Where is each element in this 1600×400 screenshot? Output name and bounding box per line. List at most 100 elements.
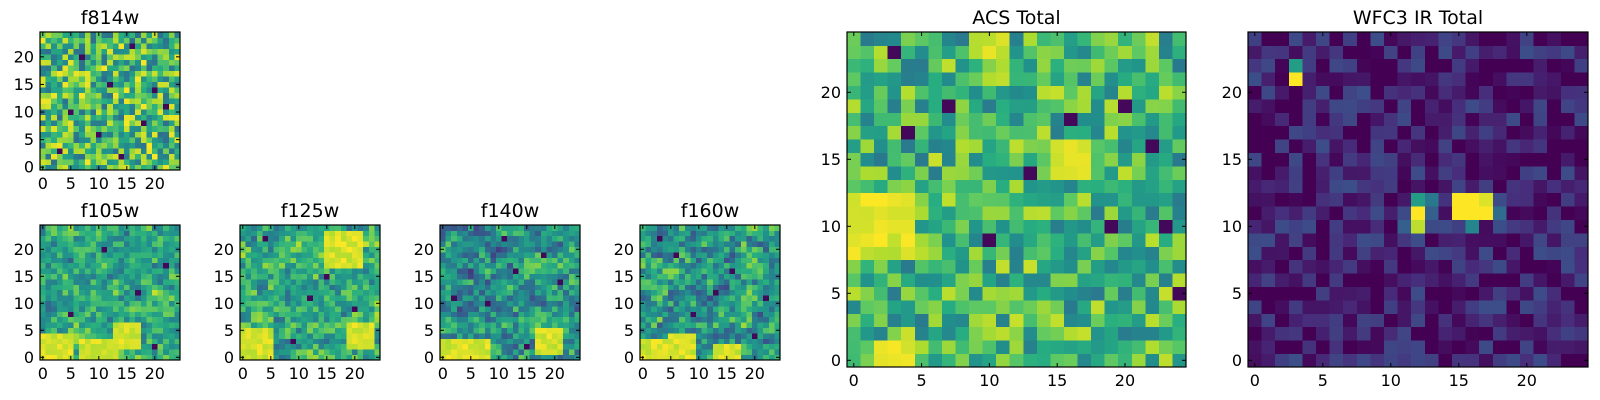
heatmap-cell: [152, 37, 158, 44]
heatmap-cell: [955, 112, 970, 127]
heatmap-cell: [484, 252, 491, 258]
heatmap-cell: [568, 349, 575, 355]
heatmap-cell: [645, 343, 652, 350]
heatmap-cell: [90, 279, 97, 285]
heatmap-cell: [757, 316, 764, 323]
heatmap-cell: [656, 284, 663, 291]
heatmap-cell: [101, 43, 108, 49]
heatmap-cell: [1302, 206, 1317, 220]
heatmap-cell: [1023, 313, 1038, 328]
heatmap-cell: [240, 284, 246, 291]
heatmap-cell: [656, 230, 663, 237]
heatmap-cell: [969, 45, 983, 60]
heatmap-cell: [45, 306, 52, 312]
heatmap-cell: [124, 54, 130, 60]
heatmap-cell: [152, 142, 158, 149]
heatmap-cell: [174, 142, 181, 149]
heatmap-cell: [874, 206, 889, 220]
heatmap-cell: [496, 268, 502, 274]
x-tick-label: 5: [66, 174, 76, 193]
heatmap-cell: [729, 322, 736, 328]
heatmap-cell: [1288, 139, 1303, 153]
heatmap-cell: [352, 262, 358, 269]
heatmap-cell: [696, 284, 702, 291]
heatmap-cell: [546, 295, 553, 301]
heatmap-cell: [768, 300, 775, 307]
heatmap-cell: [752, 311, 758, 318]
heatmap-cell: [135, 295, 142, 301]
heatmap-cell: [1329, 326, 1344, 341]
heatmap-cell: [1050, 72, 1065, 86]
heatmap-cell: [307, 241, 314, 247]
heatmap-cell: [251, 273, 258, 280]
heatmap-cell: [118, 48, 125, 55]
heatmap-cell: [174, 114, 181, 121]
heatmap-cell: [168, 354, 175, 361]
heatmap-cell: [90, 87, 97, 94]
heatmap-cell: [484, 241, 491, 247]
heatmap-cell: [735, 327, 742, 334]
heatmap-cell: [1560, 152, 1575, 167]
heatmap-cell: [245, 262, 252, 269]
heatmap-cell: [941, 300, 956, 314]
heatmap-cell: [90, 98, 97, 105]
heatmap-cell: [357, 284, 364, 291]
heatmap-cell: [1520, 112, 1534, 127]
y-tick-label: 10: [821, 217, 841, 236]
heatmap-cell: [1050, 99, 1065, 113]
heatmap-cell: [662, 354, 669, 361]
heatmap-cell: [129, 262, 136, 269]
heatmap-cell: [490, 316, 497, 323]
heatmap-cell: [512, 311, 519, 318]
heatmap-cell: [496, 252, 502, 258]
heatmap-cell: [524, 311, 530, 318]
y-tick-label: 20: [14, 47, 34, 66]
heatmap-cell: [540, 327, 547, 334]
heatmap-cell: [1023, 353, 1038, 368]
heatmap-cell: [707, 316, 714, 323]
heatmap-cell: [752, 343, 758, 350]
heatmap-cell: [1533, 32, 1548, 46]
heatmap-cell: [1261, 206, 1276, 220]
heatmap-cell: [668, 300, 674, 307]
heatmap-cell: [129, 43, 136, 49]
heatmap-cell: [1158, 72, 1173, 86]
heatmap-cell: [168, 241, 175, 247]
heatmap-cell: [860, 326, 875, 341]
heatmap-cell: [763, 316, 770, 323]
heatmap-cell: [1091, 246, 1106, 261]
heatmap-cell: [168, 98, 175, 105]
heatmap-cell: [1438, 206, 1453, 220]
heatmap-cell: [101, 142, 108, 149]
heatmap-cell: [928, 192, 943, 207]
heatmap-cell: [546, 268, 553, 274]
heatmap-cell: [468, 235, 474, 242]
heatmap-cell: [107, 109, 114, 116]
heatmap-cell: [101, 120, 108, 127]
heatmap-cell: [696, 349, 702, 355]
heatmap-cell: [507, 306, 514, 312]
heatmap-cell: [540, 241, 547, 247]
heatmap-cell: [157, 32, 164, 38]
heatmap-cell: [529, 327, 536, 334]
heatmap-cell: [645, 252, 652, 258]
heatmap-cell: [501, 295, 508, 301]
heatmap-cell: [240, 289, 246, 296]
heatmap-cell: [1479, 139, 1494, 153]
heatmap-cell: [1329, 45, 1344, 60]
heatmap-cell: [1050, 58, 1065, 73]
heatmap-cell: [928, 139, 943, 153]
heatmap-cells: [1248, 32, 1589, 368]
heatmap-cell: [174, 322, 181, 328]
heatmap-cell: [445, 241, 452, 247]
heatmap-cell: [684, 354, 691, 361]
heatmap-cell: [284, 354, 291, 361]
x-tick-label: 5: [916, 371, 926, 390]
heatmap-cell: [40, 142, 46, 149]
heatmap-cell: [982, 85, 997, 100]
heatmap-cell: [107, 343, 114, 350]
heatmap-cell: [45, 322, 52, 328]
heatmap-cell: [1533, 125, 1548, 140]
heatmap-cell: [1574, 353, 1589, 368]
heatmap-cell: [690, 333, 697, 339]
